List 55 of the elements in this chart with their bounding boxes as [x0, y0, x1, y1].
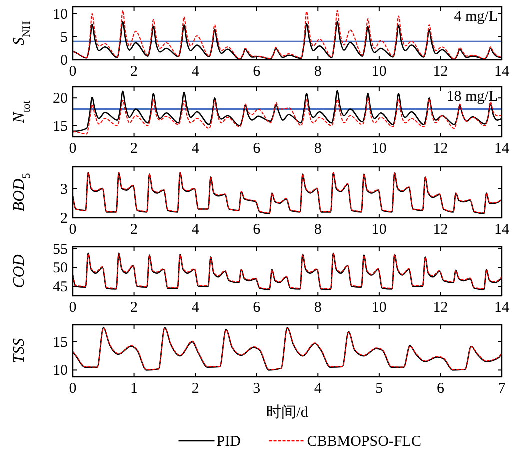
x-tick-label: 12 — [433, 64, 448, 80]
x-tick-label: 14 — [494, 300, 510, 316]
x-tick-label: 4 — [192, 64, 200, 80]
y-tick-label: 10 — [53, 6, 68, 23]
x-tick-label: 10 — [372, 141, 387, 157]
x-tick-label: 1 — [130, 381, 138, 397]
x-tick-label: 12 — [433, 141, 448, 157]
y-tick-label: 15 — [53, 334, 68, 351]
x-tick-label: 4 — [192, 222, 200, 238]
x-tick-label: 2 — [130, 141, 138, 157]
x-tick-label: 4 — [192, 141, 200, 157]
x-tick-label: 4 — [192, 300, 200, 316]
y-tick-label: 5 — [60, 30, 68, 46]
legend-label: CBBMOPSO-FLC — [307, 434, 422, 450]
x-tick-label: 14 — [494, 64, 510, 80]
x-tick-label: 6 — [253, 222, 262, 238]
x-tick-label: 8 — [314, 141, 322, 157]
x-tick-label: 6 — [436, 381, 445, 397]
x-axis-title: 时间/d — [266, 404, 309, 421]
y-tick-label: 55 — [53, 242, 68, 258]
y-tick-label: 50 — [53, 260, 68, 277]
y-tick-label: 0 — [60, 53, 68, 69]
line-series — [72, 10, 502, 60]
x-tick-label: 2 — [130, 64, 138, 80]
x-tick-label: 14 — [494, 141, 510, 157]
x-tick-label: 2 — [130, 222, 138, 238]
x-tick-label: 10 — [372, 222, 387, 238]
x-tick-label: 12 — [433, 300, 448, 316]
y-tick-label: 20 — [53, 91, 68, 108]
x-tick-label: 10 — [372, 64, 387, 80]
y-tick-label: 2 — [60, 211, 68, 227]
x-tick-label: 14 — [494, 222, 510, 238]
y-axis-title: COD — [11, 254, 28, 288]
ref-line-label: 4 mg/L — [454, 9, 498, 25]
x-tick-label: 12 — [433, 222, 448, 238]
x-tick-label: 6 — [253, 300, 262, 316]
x-tick-label: 7 — [498, 381, 506, 397]
x-tick-label: 4 — [314, 381, 322, 397]
x-tick-label: 8 — [314, 300, 322, 316]
y-axis-title: TSS — [11, 338, 28, 364]
x-tick-label: 2 — [130, 300, 138, 316]
y-tick-label: 45 — [53, 280, 68, 296]
x-tick-label: 5 — [376, 381, 384, 397]
x-tick-label: 10 — [372, 300, 387, 316]
y-tick-label: 10 — [53, 363, 68, 380]
y-tick-label: 3 — [60, 182, 68, 198]
ref-line-label: 18 mg/L — [446, 89, 498, 105]
x-tick-label: 8 — [314, 64, 322, 80]
x-tick-label: 3 — [253, 381, 261, 397]
x-tick-label: 6 — [253, 141, 262, 157]
x-tick-label: 6 — [253, 64, 262, 80]
x-tick-label: 2 — [192, 381, 200, 397]
x-tick-label: 8 — [314, 222, 322, 238]
y-tick-label: 15 — [53, 118, 68, 135]
legend-label: PID — [216, 434, 242, 450]
